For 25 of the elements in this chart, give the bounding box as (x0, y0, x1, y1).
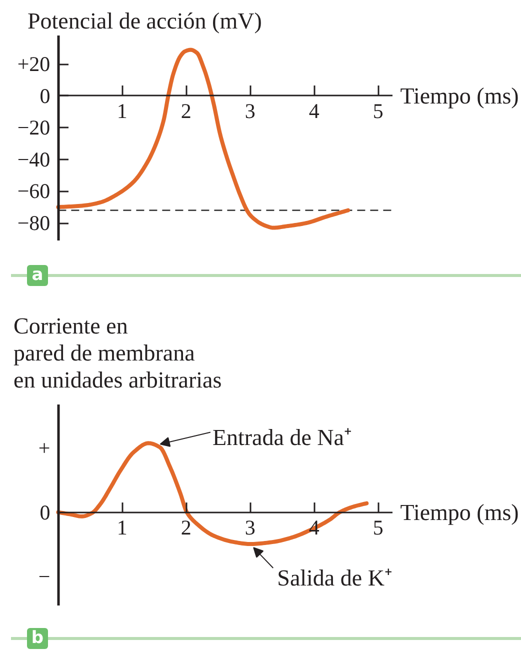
annotation: Entrada de Na⁺ (212, 424, 352, 450)
y-axis-title: Potencial de acción (mV) (28, 8, 262, 34)
x-tick-label: 5 (372, 515, 384, 540)
y-tick-label: −80 (17, 211, 50, 236)
text: a (27, 265, 48, 286)
text: − (38, 564, 50, 588)
x-tick-label: 1 (116, 98, 128, 123)
y-tick-label: −40 (17, 147, 50, 172)
text: b (27, 628, 48, 649)
x-tick-label: 2 (180, 98, 192, 123)
y-tick-label: 0 (40, 84, 50, 108)
x-axis-title: Tiempo (ms) (400, 500, 519, 525)
y-axis-title: Corriente en pared de membrana en unidades arbitrarias (14, 314, 222, 392)
y-tick-label: −60 (17, 179, 50, 204)
x-axis-title: Tiempo (ms) (400, 83, 519, 108)
text: + (38, 436, 50, 460)
x-tick-label: 4 (308, 98, 320, 123)
x-tick-label: 5 (372, 98, 384, 123)
x-tick-label: 1 (116, 515, 128, 540)
y-tick-label: −20 (17, 116, 50, 140)
x-tick-label: 2 (180, 515, 192, 540)
y-tick-label: +20 (17, 52, 50, 76)
annotation: Salida de K⁺ (277, 566, 392, 591)
x-tick-label: 3 (244, 98, 256, 123)
x-tick-label: 3 (244, 515, 256, 540)
